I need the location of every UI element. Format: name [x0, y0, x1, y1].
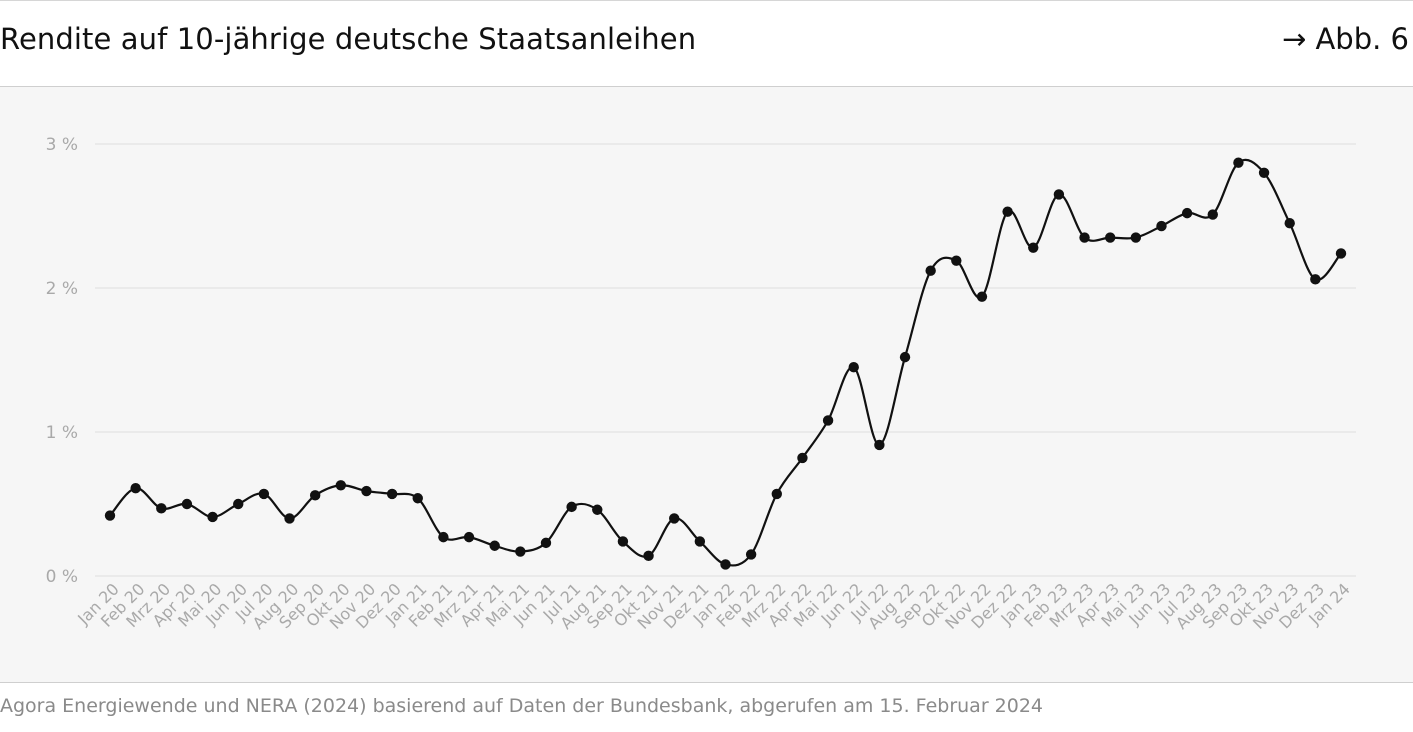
y-tick-label: 2 % — [46, 279, 78, 299]
data-point — [1156, 220, 1167, 232]
data-point — [1104, 232, 1116, 243]
data-point — [1284, 218, 1295, 229]
data-point — [592, 504, 603, 515]
data-point — [617, 536, 629, 547]
data-point — [104, 510, 116, 521]
data-point — [848, 362, 859, 373]
y-tick-label: 3 % — [46, 135, 78, 155]
top-divider — [0, 0, 1413, 1]
data-point — [540, 537, 552, 549]
data-point — [156, 503, 167, 514]
figure-reference-link[interactable]: → Abb. 6 — [1281, 22, 1409, 56]
data-point — [669, 513, 680, 524]
y-tick-label: 0 % — [46, 567, 78, 587]
data-point — [335, 480, 347, 491]
data-point — [309, 490, 321, 501]
data-point — [566, 501, 577, 513]
y-tick-label: 1 % — [46, 423, 78, 443]
data-point — [1079, 232, 1090, 243]
data-point — [515, 546, 526, 557]
data-point — [233, 498, 244, 510]
data-point — [1310, 274, 1321, 285]
data-point — [1181, 207, 1193, 219]
data-point — [1002, 206, 1013, 217]
data-point — [1130, 232, 1142, 243]
data-point — [925, 265, 936, 276]
data-point — [951, 255, 962, 266]
data-point — [181, 498, 193, 510]
data-point — [797, 452, 808, 464]
plot-area: 0 % 1 % 2 % 3 % Jan 20 Feb 20 Mrz 20 Apr 20 Mai … — [0, 86, 1413, 683]
data-point — [976, 291, 988, 302]
data-point — [694, 536, 706, 547]
data-point — [489, 540, 500, 551]
source-note: Agora Energiewende und NERA (2024) basie… — [0, 695, 1044, 717]
data-point — [412, 493, 423, 504]
data-point — [1207, 209, 1218, 220]
chart-title: Rendite auf 10-jährige deutsche Staatsan… — [0, 22, 697, 56]
data-point — [207, 511, 218, 523]
data-point — [386, 488, 398, 500]
data-point — [130, 482, 141, 494]
data-point — [1028, 242, 1039, 253]
data-point — [822, 415, 834, 426]
data-point — [720, 559, 731, 570]
data-point — [1233, 157, 1244, 168]
data-point — [745, 549, 757, 560]
data-point — [1335, 248, 1347, 259]
data-point — [899, 351, 911, 363]
data-point — [438, 531, 449, 543]
data-point — [361, 485, 372, 497]
data-point — [463, 531, 475, 543]
data-point — [874, 439, 885, 451]
data-point — [258, 488, 270, 500]
data-point — [284, 513, 295, 524]
data-point — [643, 550, 654, 562]
data-point — [771, 488, 782, 500]
data-point — [1053, 189, 1065, 200]
series-line-rendite — [109, 158, 1342, 567]
data-point — [1258, 167, 1270, 178]
